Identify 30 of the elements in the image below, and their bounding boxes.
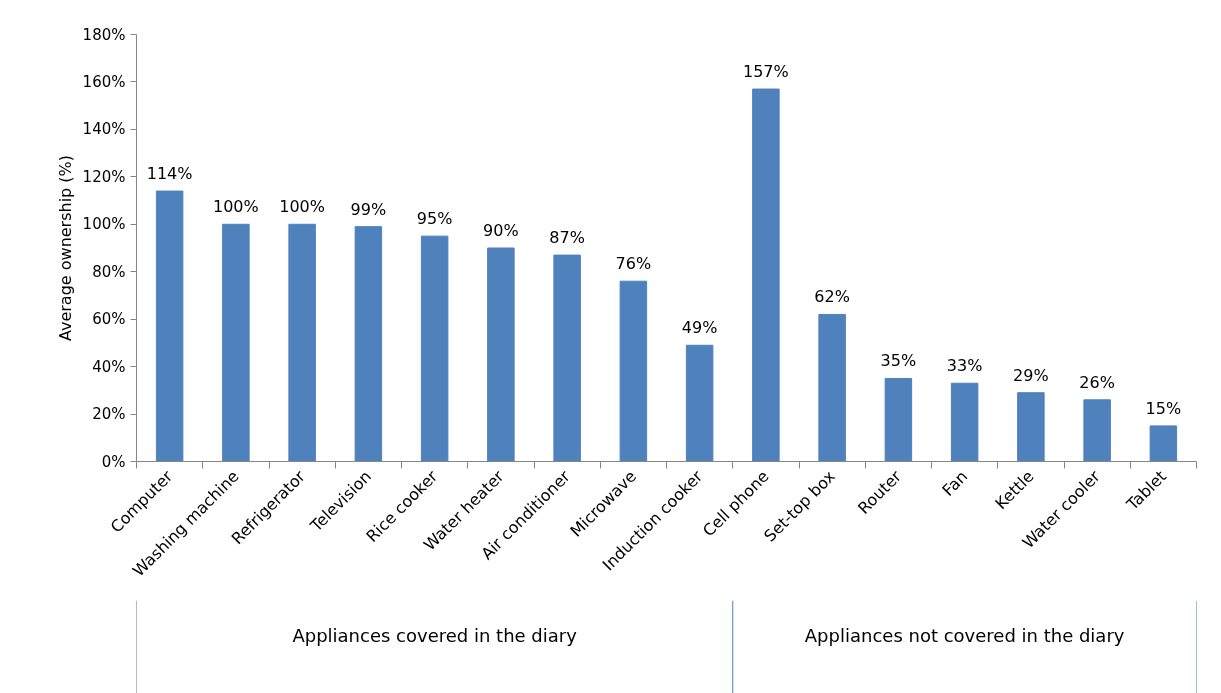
data-label: 100% (213, 197, 259, 217)
text: Appliances not covered in the diary (804, 625, 1125, 647)
data-label: 62% (814, 287, 850, 307)
y-tick-label: 120% (82, 167, 126, 186)
y-tick-label: 100% (82, 215, 126, 234)
data-label: 33% (946, 356, 983, 376)
y-tick-label: 40% (92, 357, 126, 376)
data-label: 95% (416, 209, 453, 229)
y-tick-label: 160% (82, 72, 126, 91)
data-label: 157% (743, 62, 789, 82)
data-label: 49% (681, 318, 718, 338)
data-label: 87% (549, 228, 585, 248)
data-label: 29% (1013, 365, 1049, 385)
y-tick-label: 0% (101, 452, 126, 471)
data-label: 26% (1079, 372, 1115, 392)
data-label: 76% (615, 254, 652, 274)
y-tick-label: 140% (82, 120, 126, 139)
data-label: 99% (350, 199, 387, 219)
data-label: 114% (146, 164, 193, 184)
y-tick-label: 20% (92, 405, 126, 424)
x-tick-label: Fan (938, 466, 972, 500)
y-tick-label: 80% (92, 262, 126, 281)
data-label: 15% (1145, 398, 1182, 418)
data-label: 90% (483, 221, 519, 240)
y-axis-title: Average ownership (%) (55, 154, 75, 342)
y-tick-label: 180% (82, 25, 126, 44)
data-label: 100% (279, 197, 325, 217)
text: Appliances covered in the diary (292, 625, 578, 647)
y-tick-label: 60% (92, 310, 126, 329)
data-label: 35% (880, 351, 917, 371)
